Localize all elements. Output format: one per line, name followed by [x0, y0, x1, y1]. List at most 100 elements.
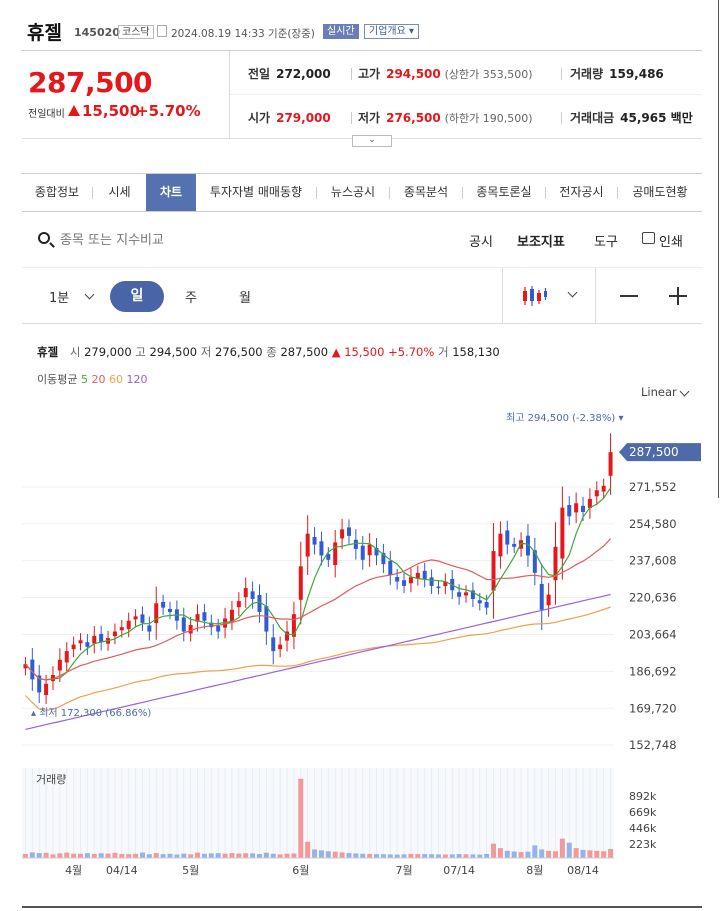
tab-disclosure[interactable]: 전자공시 — [559, 185, 604, 199]
volume-bar — [133, 853, 139, 858]
legend-low-label: 저 — [200, 345, 212, 359]
candle-body — [574, 503, 579, 513]
search-icon[interactable] — [38, 232, 50, 244]
realtime-badge[interactable]: 실시간 — [323, 24, 359, 39]
volume-bar — [91, 853, 97, 858]
volume-bar — [119, 854, 125, 858]
legend-open: 279,000 — [84, 345, 132, 359]
candle-body — [381, 552, 386, 565]
chart-toolbar: 공시 보조지표 도구 인쇄 — [22, 212, 702, 268]
stat-high: 고가 294,500 (상한가 353,500) — [358, 67, 533, 81]
volume-bar — [374, 854, 380, 858]
print-icon[interactable] — [642, 232, 655, 244]
tab-investor-trading[interactable]: 투자자별 매매동향 — [209, 185, 303, 199]
volume-bar — [298, 778, 304, 858]
volume-bar — [470, 854, 476, 858]
price-axis-label: 254,580 — [629, 517, 677, 531]
stat-prev: 전일 272,000 — [248, 67, 331, 81]
candle-body — [92, 635, 97, 644]
volume-axis-label: 892k — [629, 790, 657, 803]
candle-body — [367, 544, 372, 556]
expand-button[interactable]: ⌄ — [352, 135, 392, 147]
print-button[interactable]: 인쇄 — [659, 235, 683, 250]
indicators-button[interactable]: 보조지표 — [517, 235, 565, 250]
stat-low: 저가 276,500 (하한가 190,500) — [358, 111, 533, 125]
divider — [22, 906, 702, 908]
volume-bar — [174, 854, 180, 858]
candle-body — [608, 452, 613, 476]
candle-body — [85, 642, 90, 647]
volume-bar — [415, 854, 421, 858]
ma-label: 이동평균 — [37, 373, 78, 386]
candle-body — [539, 583, 544, 610]
candle-body — [546, 594, 551, 606]
price-axis-label: 186,692 — [629, 664, 677, 678]
divider — [389, 187, 390, 199]
price-panel: 287,500 전일대비 15,500 +5.70% — [22, 51, 230, 138]
volume-bar — [601, 851, 607, 858]
candle-body — [181, 617, 186, 632]
ma-line-5 — [24, 487, 612, 681]
zoom-out-icon[interactable] — [620, 295, 638, 297]
candle-body — [388, 560, 393, 576]
volume-bar — [518, 852, 524, 858]
tab-overview[interactable]: 종합정보 — [34, 185, 80, 199]
candle-body — [484, 601, 489, 608]
candle-body — [512, 543, 517, 547]
period-month[interactable]: 월 — [239, 291, 251, 306]
scrollbar[interactable] — [718, 0, 722, 498]
candle-body — [133, 616, 138, 620]
scale-mode-dropdown[interactable]: Linear — [641, 385, 677, 399]
price-change-pct: +5.70% — [136, 102, 201, 120]
x-axis-label: 04/14 — [106, 864, 138, 877]
candle-body — [305, 533, 310, 557]
volume-bar — [256, 854, 262, 858]
candle-body — [491, 551, 496, 591]
volume-axis-label: 669k — [629, 806, 657, 819]
main-tabs: 종합정보 시세 차트 투자자별 매매동향 뉴스공시 종목분석 종목토론실 전자공… — [22, 173, 702, 212]
tab-news[interactable]: 뉴스공시 — [330, 185, 376, 199]
zoom-in-icon[interactable] — [677, 287, 679, 305]
volume-bar — [270, 853, 276, 858]
candle-body — [326, 554, 331, 560]
volume-bar — [552, 851, 558, 858]
volume-bar — [181, 853, 187, 858]
tab-short-selling[interactable]: 공매도현황 — [632, 185, 688, 199]
company-info-dropdown[interactable]: 기업개요 ▾ — [364, 24, 420, 39]
search-input[interactable] — [60, 229, 300, 251]
divider — [617, 187, 618, 199]
volume-bar — [332, 851, 338, 858]
volume-bar — [160, 854, 166, 858]
candle-body — [340, 529, 345, 539]
candle-body — [147, 625, 152, 632]
tab-chart[interactable]: 차트 — [146, 174, 196, 211]
tools-button[interactable]: 도구 — [594, 235, 618, 250]
volume-bar — [580, 849, 586, 858]
period-day[interactable]: 일 — [110, 281, 164, 312]
volume-bar — [291, 853, 297, 858]
volume-bar — [587, 850, 593, 858]
high-annotation: 최고 294,500 (-2.38%) ▾ — [506, 412, 624, 424]
volume-bar — [243, 853, 249, 858]
candle-body — [470, 590, 475, 599]
tab-discussion[interactable]: 종목토론실 — [476, 185, 532, 199]
candle-body — [202, 612, 207, 621]
change-label: 전일대비 — [28, 109, 65, 120]
divider — [230, 94, 702, 95]
tab-analysis[interactable]: 종목분석 — [403, 185, 449, 199]
chevron-down-icon[interactable] — [567, 287, 578, 298]
period-week[interactable]: 주 — [185, 291, 197, 306]
candle-body — [257, 595, 262, 612]
tab-quotes[interactable]: 시세 — [108, 185, 131, 199]
candle-body — [30, 659, 35, 680]
x-axis-label: 07/14 — [443, 864, 475, 877]
candle-body — [57, 659, 62, 671]
volume-bar — [146, 854, 152, 858]
up-triangle-icon — [68, 105, 80, 116]
chevron-down-icon[interactable] — [84, 289, 95, 300]
candle-chart-icon[interactable] — [522, 285, 548, 307]
price-chart[interactable]: 271,552 254,580 237,608 220,636 203,664 186,6… — [0, 400, 722, 880]
period-minute[interactable]: 1분 — [49, 291, 70, 306]
disclosure-button[interactable]: 공시 — [469, 235, 493, 250]
chevron-down-icon[interactable] — [679, 386, 690, 397]
